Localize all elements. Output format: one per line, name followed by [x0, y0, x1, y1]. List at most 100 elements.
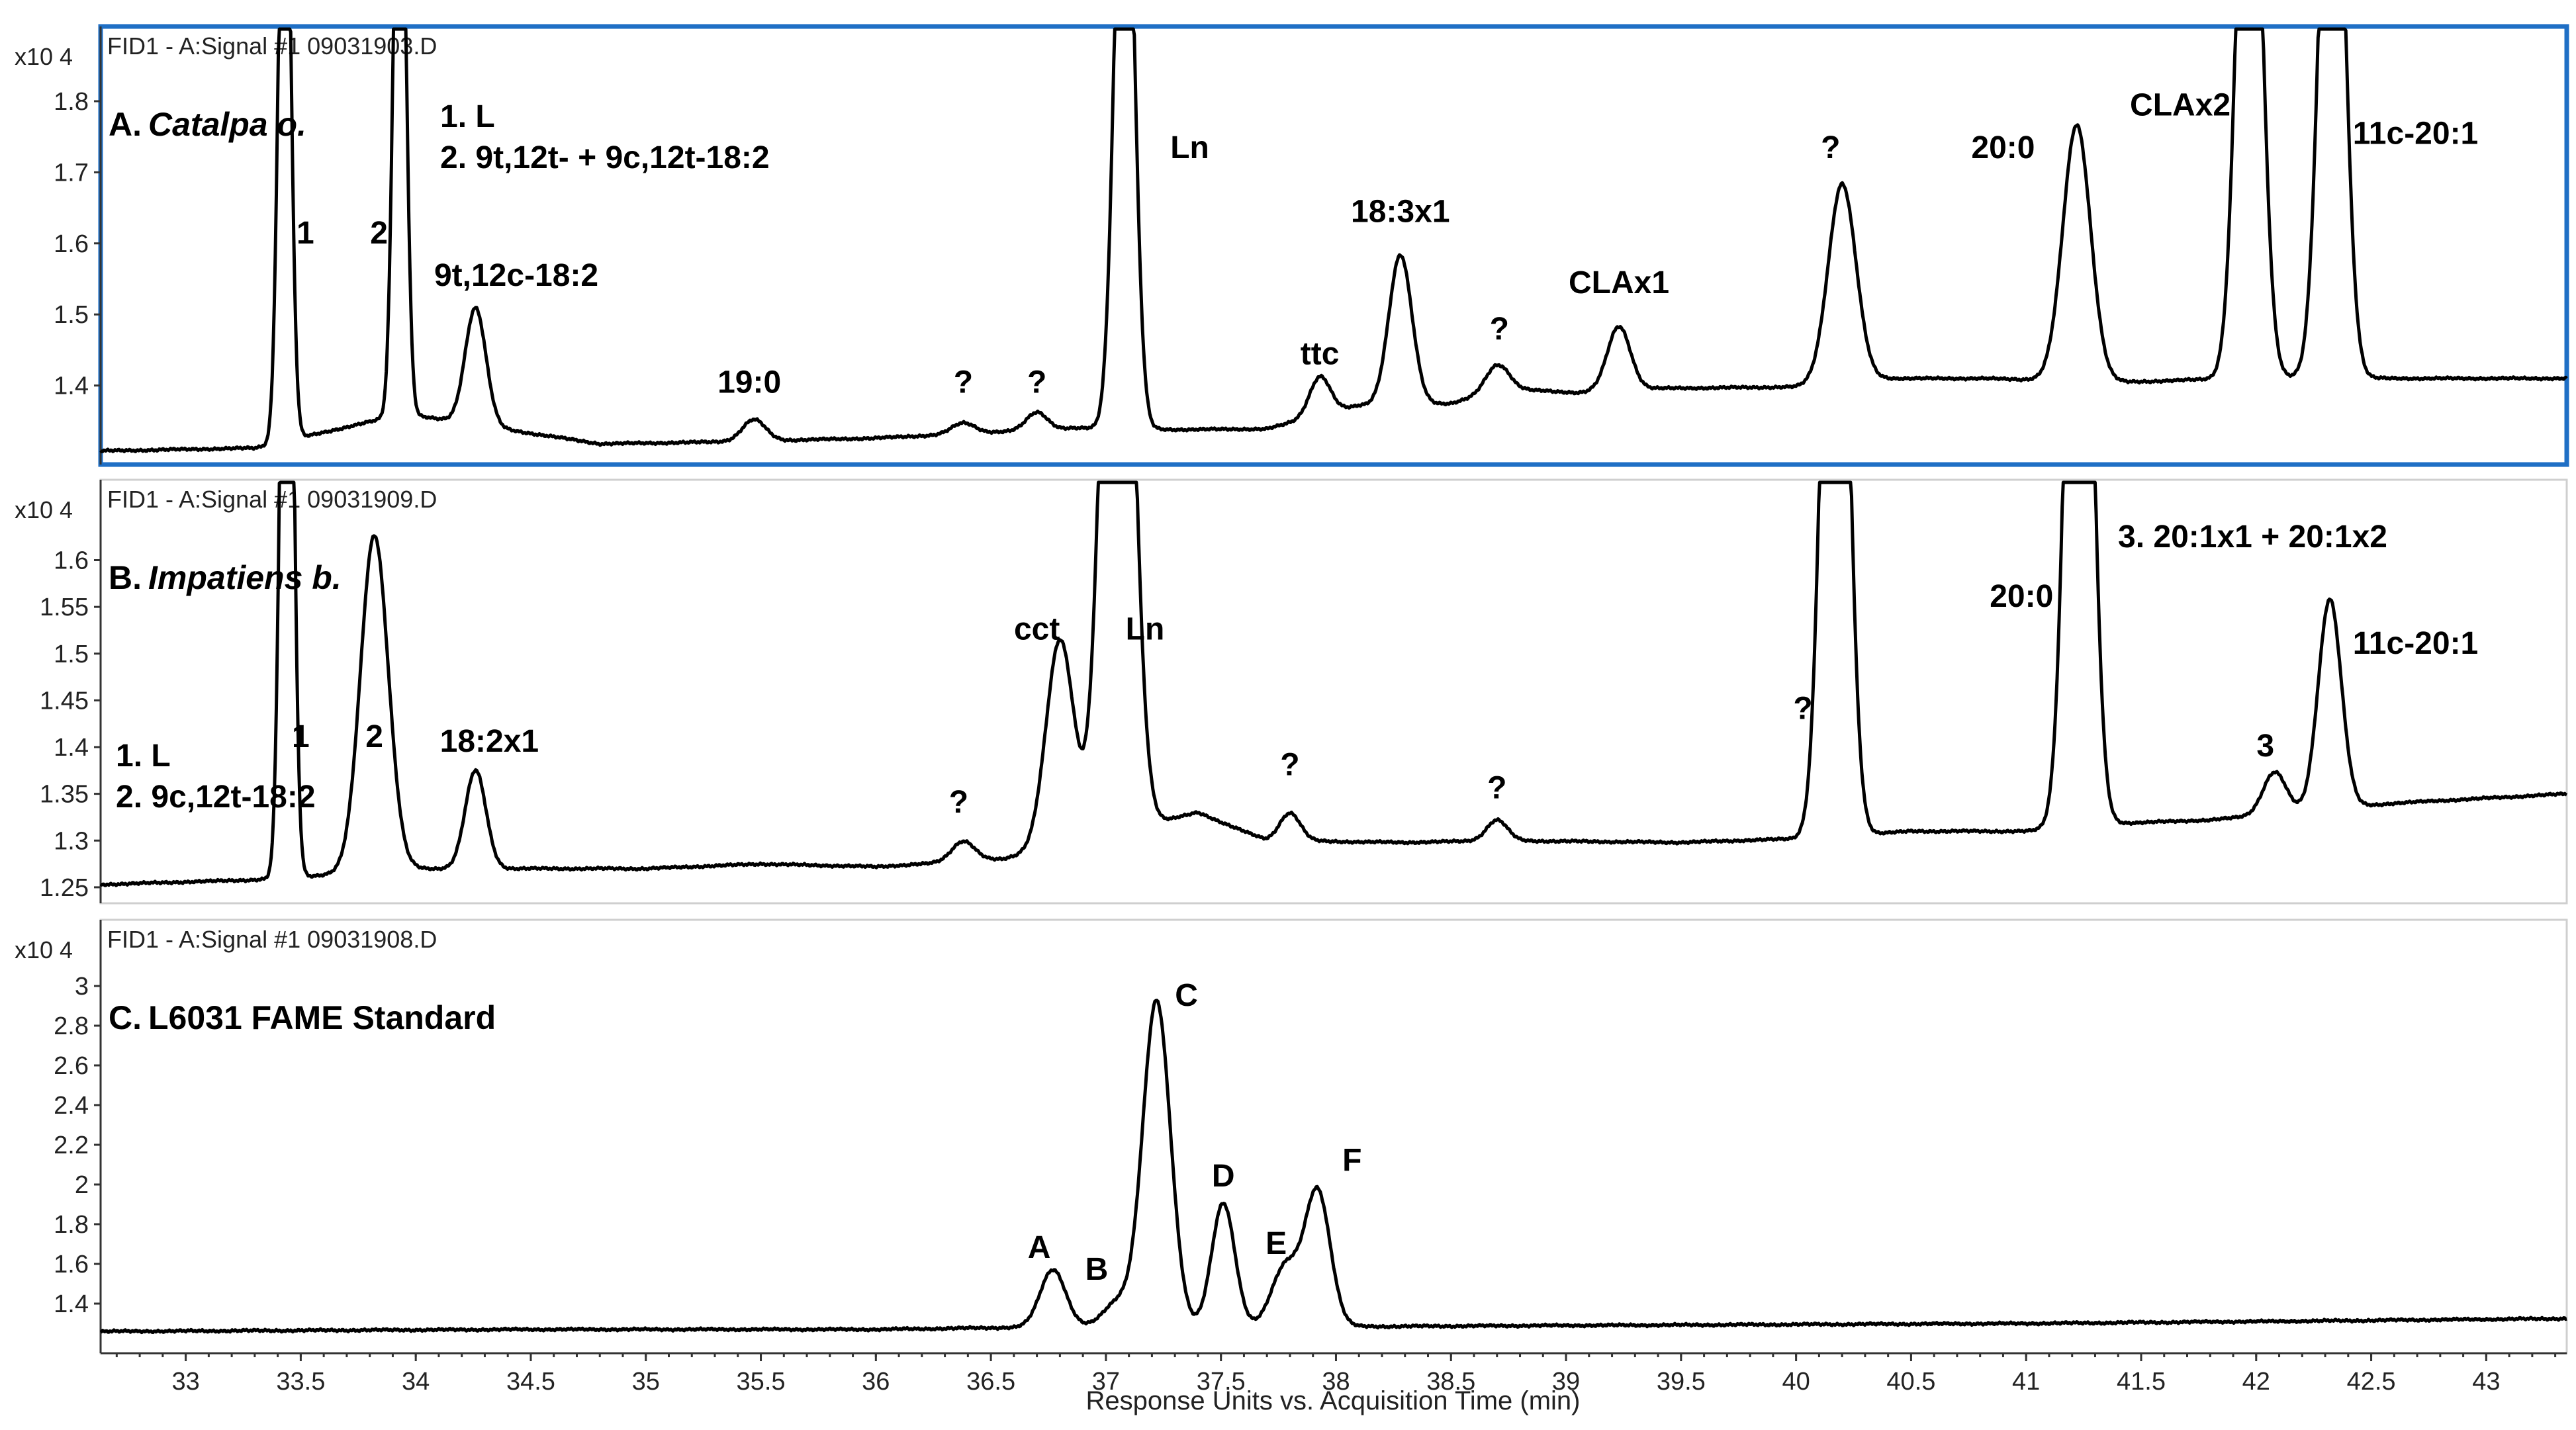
panel-c-peak-marker: [1284, 1266, 1287, 1269]
panel-c-peak-label: D: [1212, 1159, 1235, 1194]
panel-c-y-tick-label: 3: [75, 973, 89, 1001]
panel-b-title-name: Impatiens b.: [148, 559, 342, 596]
panel-a-peak-marker: [475, 306, 477, 309]
x-tick-label: 37.5: [1197, 1368, 1246, 1396]
x-tick-label: 34: [402, 1368, 430, 1396]
panel-b-peak-marker: [2328, 598, 2331, 600]
panel-c-y-tick-label: 2.8: [54, 1012, 89, 1040]
panel-b-y-tick-label: 1.3: [54, 827, 89, 855]
panel-a-peak-marker: [1841, 183, 1843, 185]
x-tick-label: 35.5: [737, 1368, 786, 1396]
panel-b-peak-label: Ln: [1126, 612, 1165, 647]
panel-a-signal-trace: [99, 27, 2568, 453]
panel-c-peak-label: A: [1028, 1230, 1051, 1265]
panel-b-peak-label: ?: [1280, 747, 1299, 782]
panel-b-peak-marker: [373, 533, 376, 536]
panel-a-peak-label: 1: [297, 216, 314, 251]
x-tick-label: 36.5: [966, 1368, 1015, 1396]
panel-b-peak-label: 2: [365, 719, 383, 754]
panel-a-peak-marker: [1318, 375, 1321, 378]
panel-b-peak-marker: [1496, 819, 1498, 821]
panel-c-title-letter: C.: [109, 999, 142, 1036]
x-tick-label: 37: [1092, 1368, 1120, 1396]
panel-b-legend-line: 2. 9c,12t-18:2: [116, 780, 316, 815]
x-tick-label: 33.5: [276, 1368, 325, 1396]
panel-b-peak-label: 3: [2256, 729, 2274, 764]
panel-b-scale-label: x10 4: [15, 496, 73, 523]
panel-a-peak-marker: [398, 28, 401, 30]
panel-b-y-tick-label: 1.25: [40, 874, 89, 902]
x-tick-label: 43: [2472, 1368, 2500, 1396]
panel-c-y-tick-label: 2.2: [54, 1132, 89, 1159]
panel-b: FID1 - A:Signal #1 09031909.D x10 4 1.6 1.5…: [15, 478, 2568, 905]
panel-a-peak-marker: [1496, 363, 1498, 366]
panel-b-peak-marker: [1116, 481, 1119, 484]
x-axis-title: Response Units vs. Acquisition Time (min…: [1086, 1386, 1581, 1415]
panel-c-y-tick-label: 2: [75, 1171, 89, 1199]
panel-a-peak-label: 20:0: [1971, 130, 2035, 165]
panel-b-peak-marker: [2078, 481, 2080, 484]
panel-b-peak-marker: [286, 481, 289, 484]
panel-b-peak-marker: [1289, 811, 1291, 814]
panel-c-y-tick-label: 1.8: [54, 1211, 89, 1239]
x-tick-label: 42: [2242, 1368, 2270, 1396]
panel-a-legend-line: 2. 9t,12t- + 9c,12t-18:2: [440, 140, 770, 175]
panel-a-y-tick-label: 1.7: [54, 159, 89, 187]
x-tick-label: 38.5: [1426, 1368, 1475, 1396]
panel-b-legend-line: 1. L: [116, 738, 171, 774]
panel-b-peak-marker: [2274, 771, 2276, 774]
panel-a-title: A. Catalpa o.: [109, 106, 306, 143]
panel-a-peak-marker: [962, 422, 964, 424]
panel-a-title-name: Catalpa o.: [148, 106, 306, 143]
panel-c-y-tick-label: 1.6: [54, 1251, 89, 1278]
panel-b-y-tick-label: 1.35: [40, 781, 89, 809]
panel-b-signal-trace: [99, 480, 2568, 887]
panel-a-peak-label: ttc: [1301, 336, 1340, 371]
panel-a-peak-label: 11c-20:1: [2353, 116, 2479, 151]
panel-a-peak-marker: [2330, 28, 2333, 30]
x-tick-label: 33: [171, 1368, 199, 1396]
panel-a-peak-label: ?: [954, 365, 973, 400]
x-tick-label: 38: [1322, 1368, 1350, 1396]
panel-a: FID1 - A:Signal #1 09031903.D x10 4 1.8 1.7…: [15, 24, 2569, 467]
panel-c-peak-label: E: [1265, 1226, 1287, 1261]
panel-c-peak-marker: [1155, 1000, 1158, 1003]
panel-b-peak-label: 11c-20:1: [2353, 626, 2479, 661]
x-tick-label: 35: [632, 1368, 660, 1396]
panel-b-peak-label: 18:2x1: [440, 724, 539, 759]
panel-c-peak-marker: [1222, 1202, 1224, 1205]
panel-a-peak-marker: [1618, 325, 1620, 328]
panel-c: FID1 - A:Signal #1 09031908.D x10 43 2.8 2.…: [15, 918, 2568, 1355]
panel-a-peak-label: CLAx1: [1569, 265, 1669, 300]
panel-c-y-tick-label: 2.6: [54, 1052, 89, 1080]
panel-b-peak-marker: [1834, 481, 1837, 484]
panel-b-peak-label: cct: [1014, 612, 1060, 647]
panel-a-scale-label: x10 4: [15, 43, 73, 70]
panel-c-peak-label: C: [1175, 978, 1198, 1013]
panel-a-peak-label: CLAx2: [2130, 87, 2231, 122]
panel-b-y-tick-label: 1.5: [54, 641, 89, 668]
panel-a-peak-label: 9t,12c-18:2: [434, 258, 598, 293]
panel-b-peak-label: 20:0: [1990, 579, 2053, 614]
x-tick-label: 39: [1552, 1368, 1580, 1396]
panel-a-peak-label: 19:0: [717, 365, 781, 400]
panel-c-title: C. L6031 FAME Standard: [109, 999, 496, 1036]
panel-a-peak-label: ?: [1027, 365, 1046, 400]
x-tick-label: 42.5: [2347, 1368, 2396, 1396]
panel-c-scale-label: x10 4: [15, 936, 73, 963]
panel-a-peak-marker: [2076, 124, 2078, 126]
panel-a-title-letter: A.: [109, 106, 142, 143]
panel-c-y-tick-label: 1.4: [54, 1290, 89, 1318]
panel-c-frame: [99, 918, 2568, 1355]
panel-b-peak-marker: [962, 840, 964, 842]
panel-a-y-tick-label: 1.4: [54, 373, 89, 400]
x-tick-label: 40: [1782, 1368, 1810, 1396]
panel-a-peak-marker: [283, 28, 286, 30]
panel-b-y-tick-label: 1.55: [40, 594, 89, 621]
panel-b-component-3-label: 3. 20:1x1 + 20:1x2: [2118, 519, 2387, 555]
panel-b-header: FID1 - A:Signal #1 09031909.D: [107, 486, 437, 513]
x-tick-label: 40.5: [1886, 1368, 1935, 1396]
panel-c-header: FID1 - A:Signal #1 09031908.D: [107, 926, 437, 953]
panel-b-peak-label: 1: [292, 719, 310, 754]
panel-b-peak-label: ?: [1793, 692, 1812, 727]
